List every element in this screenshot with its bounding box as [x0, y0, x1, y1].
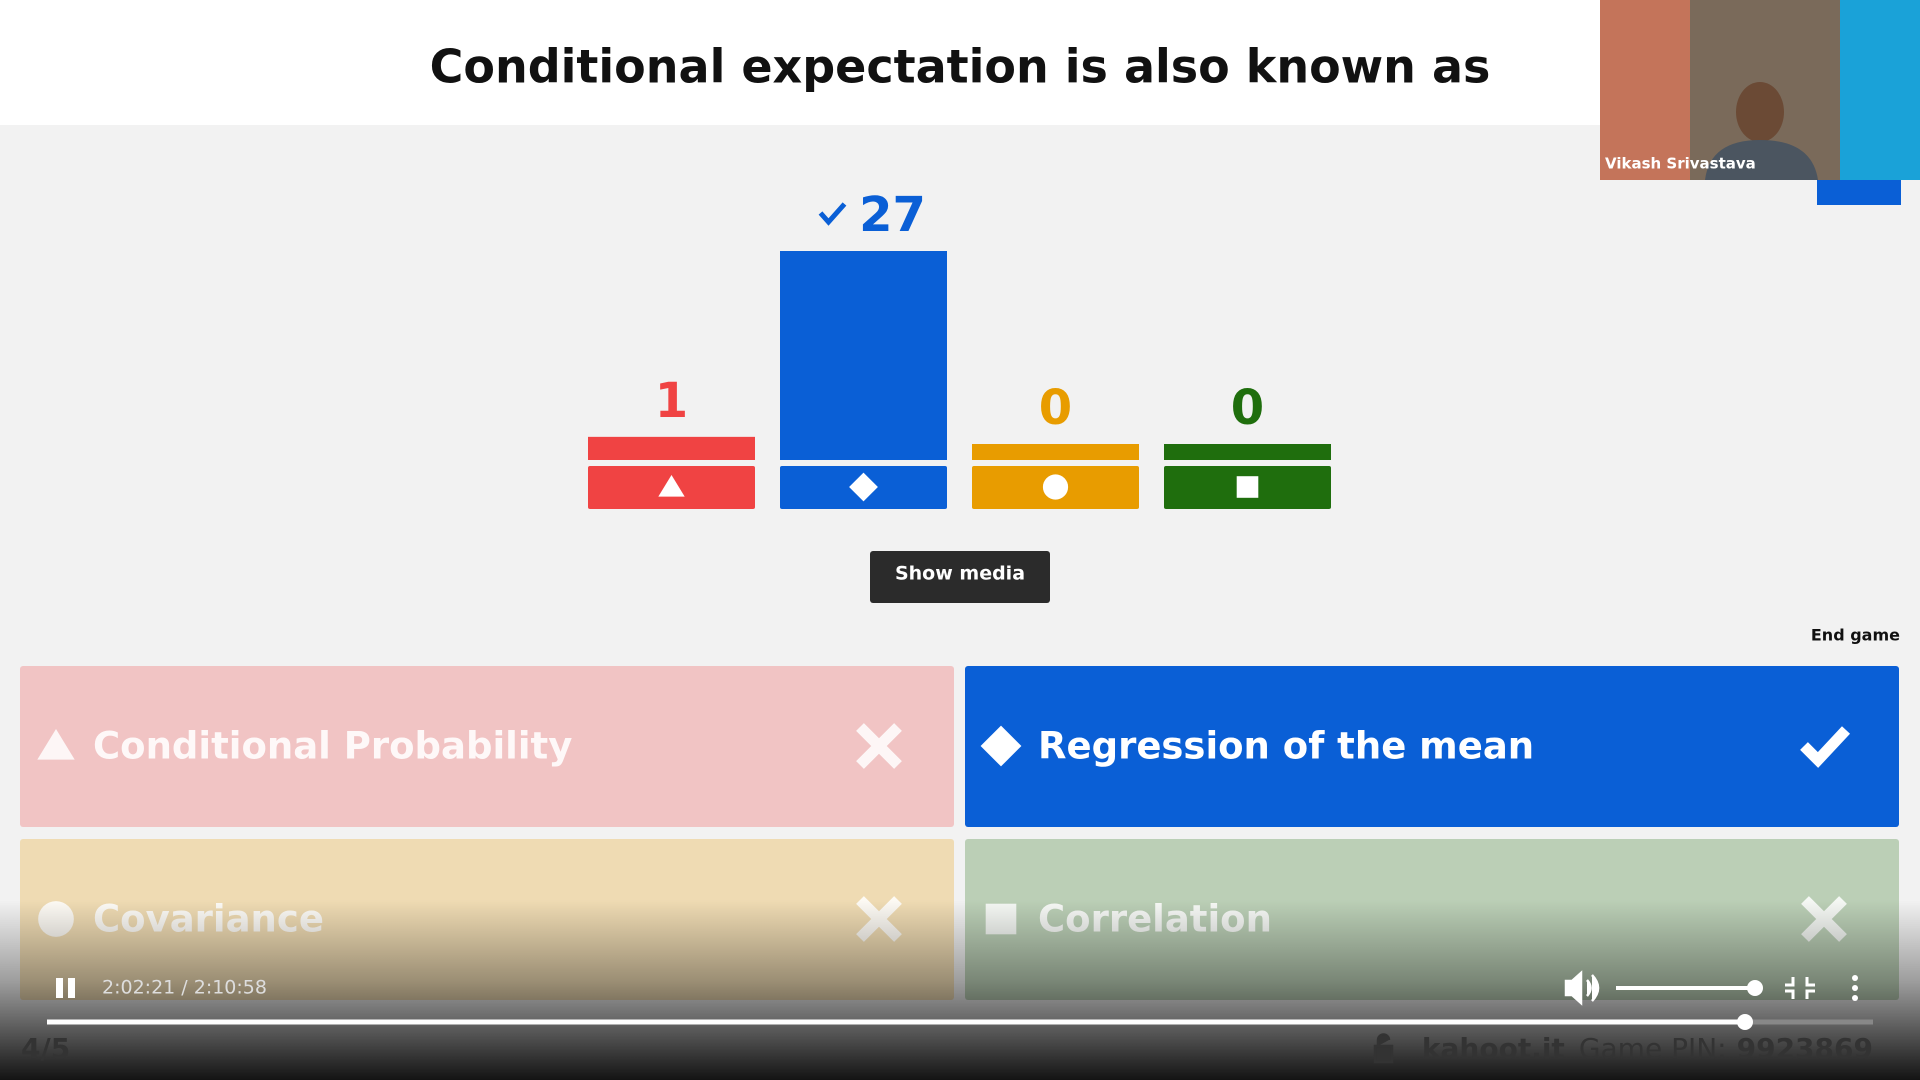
- video-tile: Vikash Srivastava: [1600, 0, 1920, 180]
- results-chart: 1 27 0 0: [588, 187, 1331, 509]
- video-wall: [1600, 0, 1690, 180]
- player-shade: [0, 900, 1920, 1080]
- show-media-label[interactable]: Show media: [895, 563, 1025, 585]
- volume-icon[interactable]: [1564, 970, 1600, 1006]
- pin: 9923869: [1737, 1032, 1873, 1065]
- question-progress: 4/5: [21, 1032, 70, 1065]
- answer-tile[interactable]: [965, 666, 1899, 827]
- exit-fullscreen-icon[interactable]: [1785, 977, 1815, 999]
- bar: [780, 251, 947, 460]
- bar-value: 0: [1231, 380, 1264, 436]
- correct-check: [818, 202, 847, 226]
- menu-dot[interactable]: [1852, 975, 1858, 981]
- pause-icon[interactable]: [56, 978, 63, 998]
- menu-dot[interactable]: [1852, 985, 1858, 991]
- partial-button: [1817, 180, 1901, 205]
- volume-knob[interactable]: [1747, 980, 1763, 996]
- bar: [588, 436, 755, 460]
- triangle-icon: [658, 475, 685, 497]
- video-person-head: [1736, 82, 1784, 142]
- answer-tile[interactable]: [20, 666, 954, 827]
- progress-knob[interactable]: [1737, 1014, 1753, 1030]
- end-game[interactable]: End game: [1811, 626, 1900, 645]
- site: kahoot.it: [1422, 1032, 1565, 1065]
- lock-icon: [1373, 1033, 1394, 1064]
- wrong-mark: [856, 723, 902, 769]
- presenter-name: Vikash Srivastava: [1605, 155, 1756, 173]
- bar: [972, 444, 1139, 460]
- square-icon: [1236, 476, 1259, 498]
- bar-value: 27: [859, 187, 926, 243]
- playback-time: 2:02:21 / 2:10:58: [102, 977, 267, 999]
- question-title: Conditional expectation is also known as: [430, 40, 1491, 94]
- circle-icon: [1042, 474, 1069, 500]
- answer-text[interactable]: Conditional Probability: [93, 725, 572, 768]
- diamond-icon: [980, 725, 1022, 767]
- game-info: kahoot.it Game PIN: 9923869: [1422, 1032, 1873, 1065]
- diamond-icon: [849, 472, 878, 502]
- bar: [1164, 444, 1331, 460]
- show-media-button[interactable]: [870, 551, 1050, 603]
- bar-value: 1: [655, 373, 688, 429]
- bar-value: 0: [1039, 380, 1072, 436]
- video-door: [1840, 0, 1920, 180]
- correct-mark: [1800, 726, 1851, 768]
- pause-icon[interactable]: [68, 978, 75, 998]
- player-controls: 2:02:21 / 2:10:58: [47, 970, 1873, 1030]
- triangle-icon: [37, 729, 75, 760]
- answer-text[interactable]: Regression of the mean: [1038, 725, 1534, 768]
- video-person-body: [1705, 140, 1818, 180]
- pin-label: Game PIN:: [1579, 1032, 1727, 1065]
- menu-dot[interactable]: [1852, 995, 1858, 1001]
